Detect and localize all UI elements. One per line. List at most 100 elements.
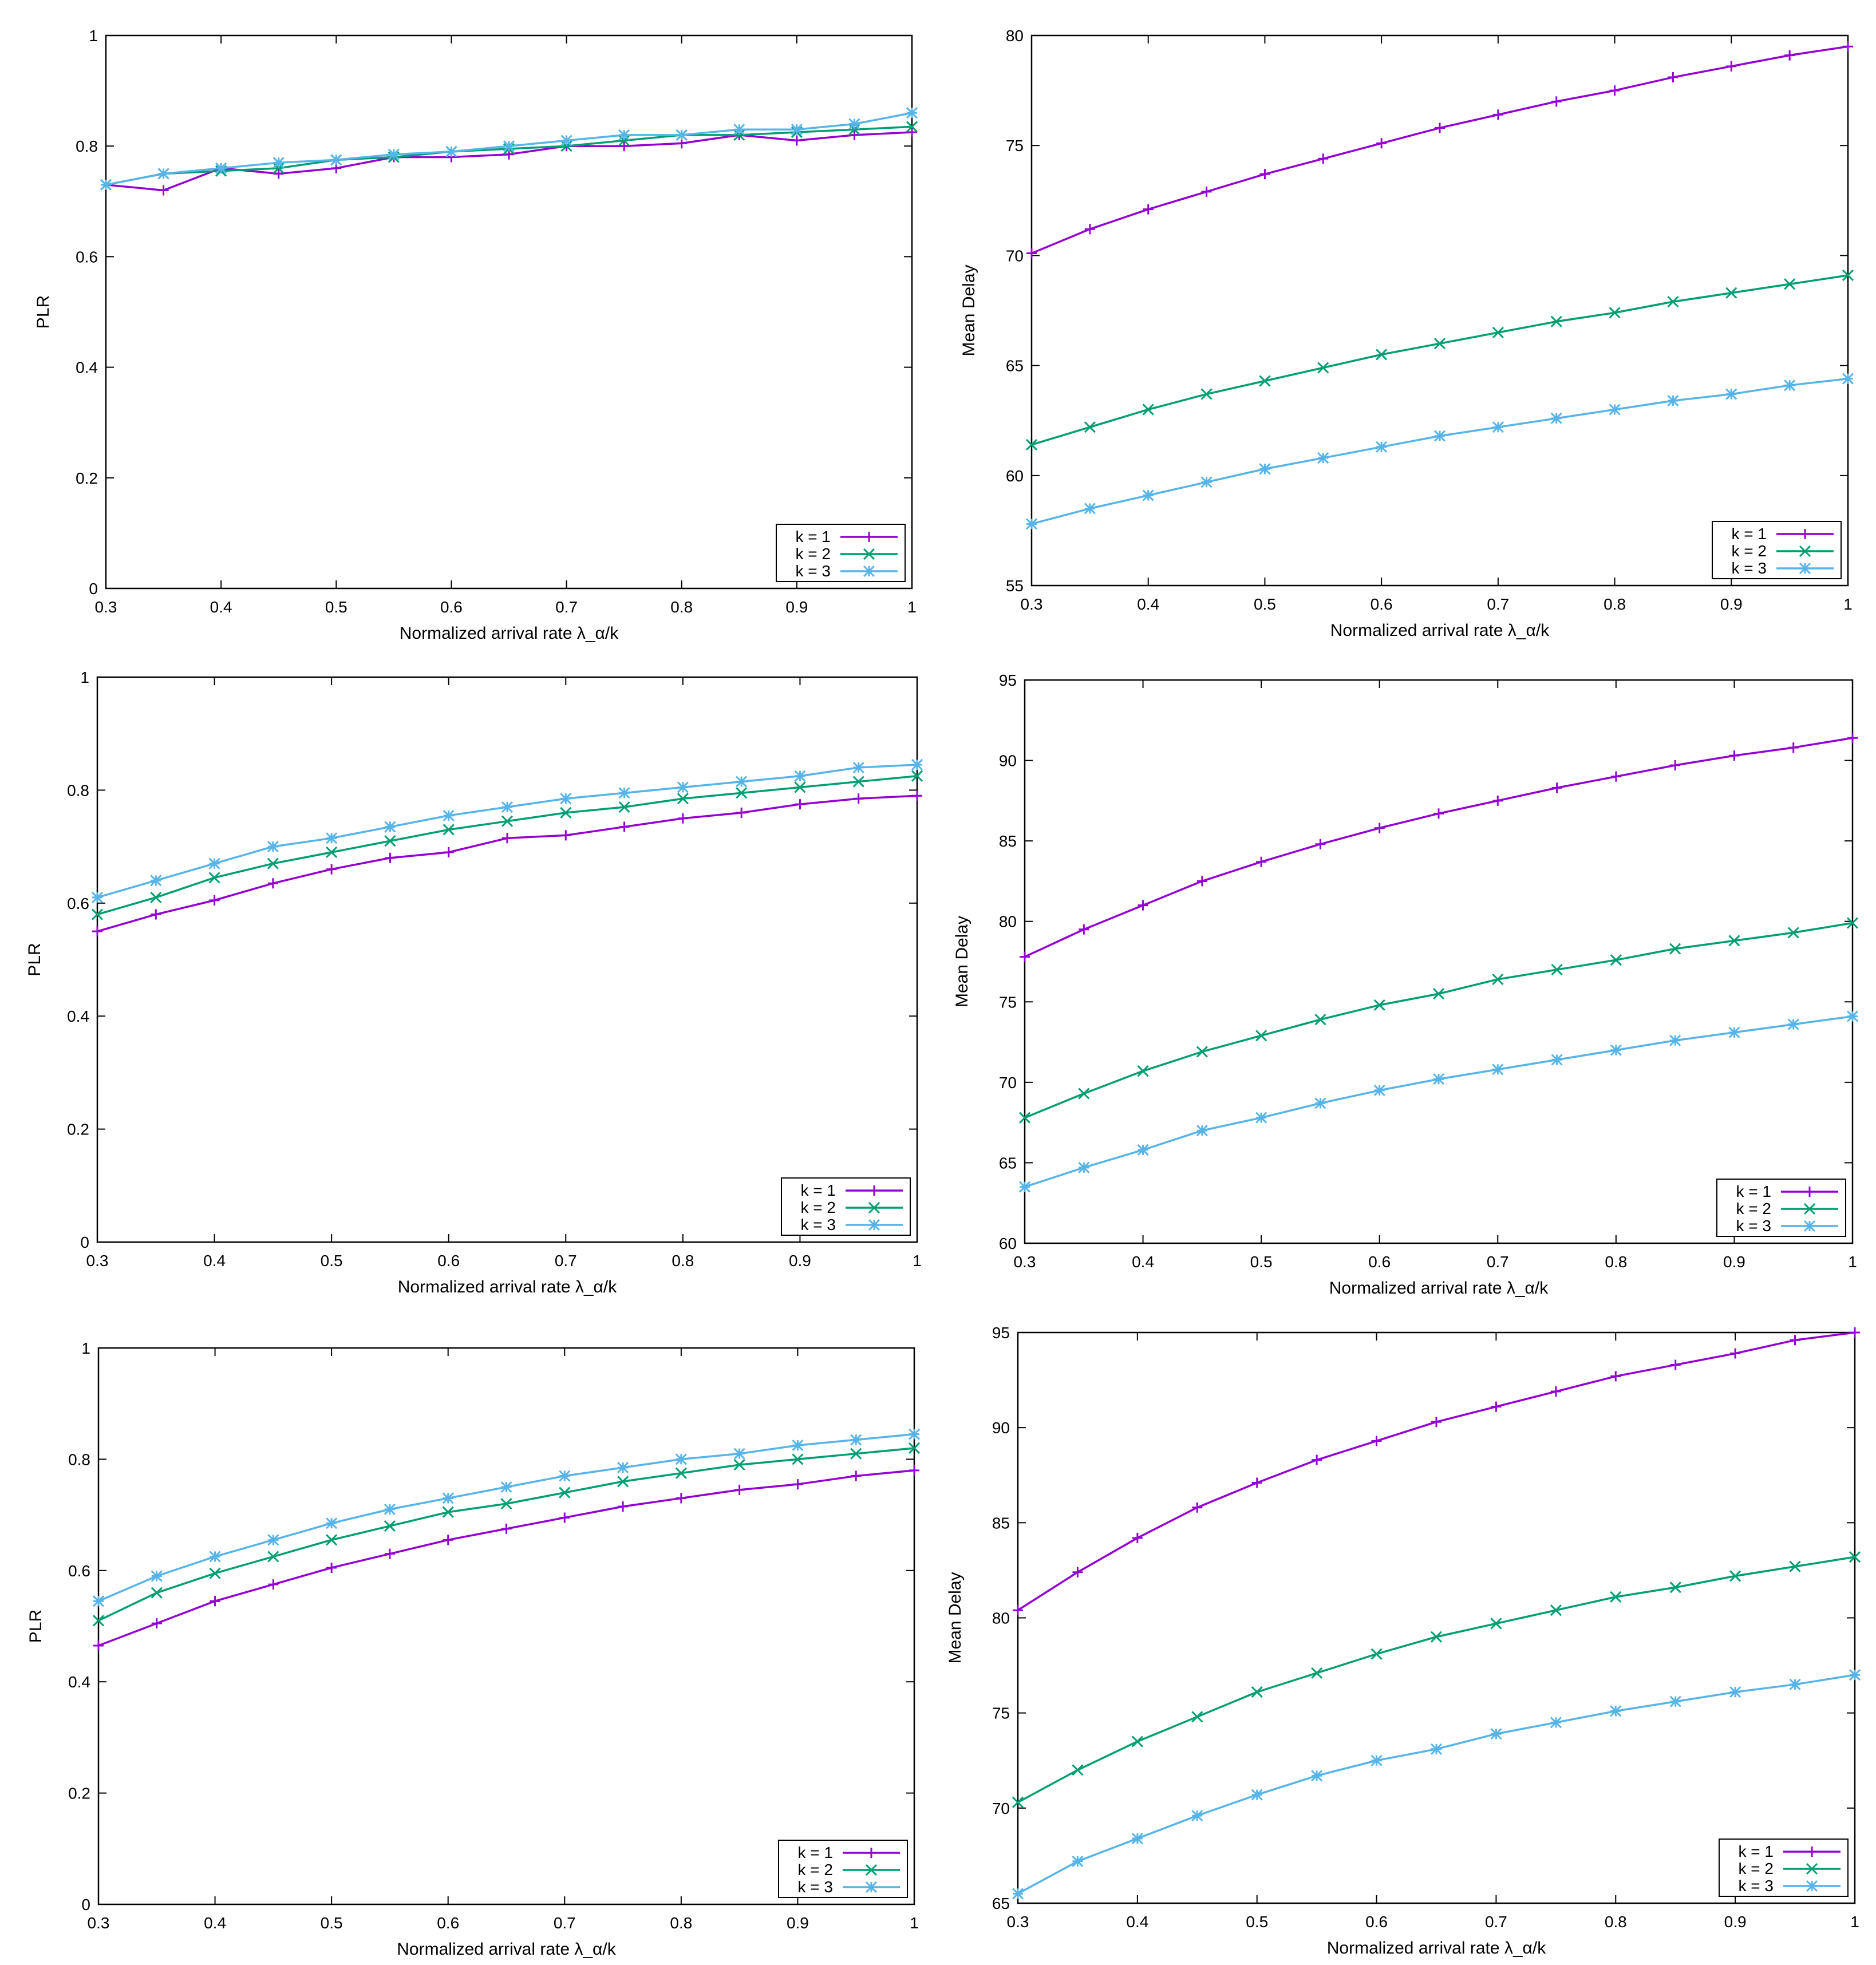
x-tick-label: 0.8 <box>670 598 693 616</box>
data-point-k3 <box>736 776 748 788</box>
data-point-k1 <box>1847 733 1858 744</box>
plot-frame <box>97 1347 915 1905</box>
data-point-k1 <box>1670 760 1681 771</box>
data-point-k2 <box>1317 362 1329 374</box>
y-tick-label: 0.8 <box>67 781 89 799</box>
data-point-k1 <box>1376 138 1387 149</box>
data-point-k3 <box>1433 430 1446 442</box>
data-point-k2 <box>1012 1796 1024 1808</box>
data-point-k1 <box>559 1512 570 1523</box>
data-point-k2 <box>209 1567 221 1579</box>
data-point-k1 <box>267 878 278 889</box>
data-point-k1 <box>1315 839 1326 849</box>
data-point-k2 <box>677 793 689 805</box>
data-point-k2 <box>1200 388 1213 400</box>
x-tick-label: 1 <box>1843 595 1853 613</box>
data-point-k3 <box>1317 452 1329 464</box>
data-point-k3 <box>618 787 630 799</box>
y-tick-label: 80 <box>999 913 1017 931</box>
data-point-k1 <box>326 864 337 875</box>
y-tick-label: 1 <box>89 27 98 45</box>
data-point-k3 <box>1376 441 1388 453</box>
data-point-k2 <box>617 1476 629 1488</box>
data-point-k2 <box>1787 927 1799 939</box>
series-line-k1 <box>1031 45 1849 255</box>
x-tick-label: 0.4 <box>210 598 232 616</box>
y-tick-label: 0.6 <box>67 895 89 912</box>
data-point-k3 <box>794 770 806 782</box>
data-point-k1 <box>1259 169 1270 180</box>
data-point-k2 <box>792 1453 804 1465</box>
data-point-k1 <box>619 821 630 832</box>
legend-label-k2: k = 2 <box>1739 1860 1774 1877</box>
data-point-k1 <box>792 1479 803 1490</box>
data-point-k3 <box>1430 1743 1443 1755</box>
y-tick-label: 1 <box>80 669 89 686</box>
data-point-k1 <box>385 852 396 863</box>
data-point-k2 <box>442 1506 454 1518</box>
data-point-k3 <box>503 140 515 152</box>
data-point-k3 <box>1490 1728 1502 1740</box>
data-point-k2 <box>675 1467 687 1479</box>
data-point-k3 <box>1432 1073 1445 1085</box>
data-point-k2 <box>1251 1686 1263 1698</box>
data-point-k2 <box>848 124 860 136</box>
data-point-k3 <box>267 841 279 853</box>
data-point-k3 <box>1669 1695 1681 1707</box>
chart-top-left: 0.3 0.4 0.5 0.6 0.7 0.8 0.9 1 0 0.2 0.4 0.6 0.8 1 Norm… <box>34 27 918 643</box>
data-point-k1 <box>618 1501 629 1512</box>
data-point-k3 <box>1314 1097 1326 1109</box>
data-point-k1 <box>1850 1327 1860 1338</box>
data-point-k1 <box>736 807 747 818</box>
x-tick-label: 1 <box>907 598 917 616</box>
data-point-k3 <box>911 758 923 771</box>
series-line-k3 <box>1024 1015 1853 1188</box>
data-point-k3 <box>560 135 572 147</box>
data-point-k3 <box>384 1503 396 1515</box>
series-line-k2 <box>1024 922 1853 1119</box>
data-point-k1 <box>791 135 802 146</box>
data-point-k1 <box>853 793 864 804</box>
data-point-k1 <box>1843 41 1853 52</box>
x-tick-label: 0.5 <box>1250 1253 1273 1271</box>
legend-marker-k3 <box>865 1881 878 1893</box>
data-point-k1 <box>1312 1454 1322 1465</box>
data-point-k3 <box>267 1534 279 1546</box>
data-point-k3 <box>906 107 918 119</box>
data-point-k3 <box>850 1434 862 1446</box>
y-tick-label: 70 <box>992 1800 1010 1817</box>
y-tick-label: 65 <box>1006 357 1024 375</box>
y-tick-label: 75 <box>992 1705 1010 1722</box>
data-point-k1 <box>677 813 688 824</box>
data-point-k2 <box>1314 1014 1326 1026</box>
y-tick-label: 0.2 <box>67 1121 89 1138</box>
data-point-k3 <box>1259 463 1271 475</box>
data-point-k2 <box>443 824 455 836</box>
data-point-k3 <box>384 821 396 833</box>
y-tick-label: 0.6 <box>68 1562 90 1580</box>
series-line-k3 <box>1031 377 1849 525</box>
data-point-k1 <box>210 1596 220 1607</box>
data-point-k1 <box>1431 1417 1441 1428</box>
legend-label-k3: k = 3 <box>1732 559 1767 577</box>
data-point-k2 <box>1373 999 1385 1011</box>
y-axis-title: Mean Delay <box>953 916 971 1007</box>
legend-marker-k1 <box>869 1185 879 1196</box>
x-tick-label: 0.7 <box>1485 1913 1507 1931</box>
data-point-k3 <box>443 809 455 821</box>
data-point-k2 <box>1551 963 1563 976</box>
data-point-k3 <box>1492 1063 1504 1076</box>
legend-marker-k2 <box>1799 545 1811 558</box>
data-point-k3 <box>326 832 338 844</box>
data-point-k3 <box>1787 1018 1799 1030</box>
data-point-k3 <box>1131 1832 1143 1845</box>
series-line-k2 <box>1031 274 1849 446</box>
data-point-k2 <box>1729 1570 1741 1582</box>
y-tick-label: 0.4 <box>68 1673 90 1691</box>
data-point-k1 <box>1551 782 1562 793</box>
legend-label-k3: k = 3 <box>1739 1877 1774 1895</box>
data-point-k1 <box>151 1618 162 1629</box>
data-point-k1 <box>560 830 571 841</box>
y-tick-label: 0.6 <box>76 248 98 266</box>
chart-top-right: 0.3 0.4 0.5 0.6 0.7 0.8 0.9 1 55 60 65 70 75 80 Normal… <box>959 27 1854 640</box>
